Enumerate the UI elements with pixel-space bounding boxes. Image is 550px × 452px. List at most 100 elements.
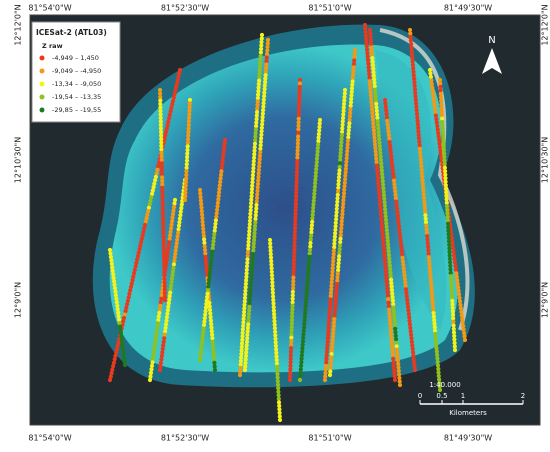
track-point xyxy=(254,110,260,115)
track-point xyxy=(238,362,243,367)
track-point xyxy=(419,167,424,172)
track-point xyxy=(292,254,297,259)
track-point xyxy=(448,267,453,272)
track-point xyxy=(209,325,214,330)
track-point xyxy=(297,92,302,97)
track-point xyxy=(395,354,400,359)
track-point xyxy=(247,225,252,230)
track-point xyxy=(437,377,442,382)
legend-swatch xyxy=(39,55,45,61)
track-point xyxy=(378,205,383,210)
track-point xyxy=(168,109,173,114)
track-point xyxy=(170,269,176,274)
track-point xyxy=(200,219,205,224)
track-point xyxy=(313,170,318,175)
track-point xyxy=(335,271,340,276)
track-point xyxy=(293,222,298,227)
track-point xyxy=(292,250,297,255)
track-point xyxy=(437,384,442,389)
track-point xyxy=(314,156,320,161)
track-point xyxy=(213,218,218,223)
track-point xyxy=(204,298,209,303)
track-point xyxy=(162,262,167,268)
track-point xyxy=(183,190,188,195)
track-point xyxy=(329,276,335,281)
track-point xyxy=(391,175,396,180)
track-point xyxy=(162,273,167,278)
track-point xyxy=(417,146,422,151)
track-point xyxy=(259,136,264,141)
track-point xyxy=(414,101,419,106)
track-point xyxy=(333,227,338,232)
track-point xyxy=(200,212,205,217)
track-point xyxy=(459,309,464,314)
track-point xyxy=(331,331,336,336)
track-point xyxy=(406,308,411,313)
track-point xyxy=(256,171,261,176)
track-point xyxy=(436,366,441,372)
track-point xyxy=(442,165,447,170)
track-point xyxy=(344,163,349,168)
track-point xyxy=(350,79,355,84)
track-point xyxy=(399,248,404,253)
track-point xyxy=(430,293,435,298)
track-point xyxy=(292,236,297,241)
track-point xyxy=(348,100,354,105)
track-point xyxy=(351,65,356,70)
track-point xyxy=(121,352,126,357)
track-point xyxy=(211,242,216,247)
track-point xyxy=(452,260,458,265)
track-point xyxy=(172,255,177,260)
track-point xyxy=(290,300,295,305)
track-point xyxy=(170,98,176,104)
track-point xyxy=(449,281,454,286)
track-point xyxy=(254,202,259,208)
track-point xyxy=(277,417,283,423)
track-point xyxy=(311,205,316,210)
track-point xyxy=(387,311,392,316)
track-point xyxy=(257,75,262,80)
track-point xyxy=(426,251,431,256)
track-point xyxy=(171,262,176,267)
track-point xyxy=(292,243,297,248)
track-point xyxy=(326,329,331,334)
track-point xyxy=(158,303,163,308)
track-point xyxy=(412,87,418,92)
track-point xyxy=(109,261,114,266)
track-point xyxy=(220,158,225,164)
track-point xyxy=(414,104,419,109)
north-label: N xyxy=(488,35,495,46)
track-point xyxy=(438,81,443,86)
track-point xyxy=(163,329,168,334)
scale-bar: 1:40.000 0 0.5 1 2 Kilometers xyxy=(418,381,525,417)
track-point xyxy=(131,274,136,279)
track-point xyxy=(409,41,414,47)
track-point xyxy=(388,273,393,279)
track-point xyxy=(111,364,116,369)
track-point xyxy=(396,365,401,370)
track-point xyxy=(111,275,116,280)
track-point xyxy=(407,315,412,320)
track-point xyxy=(255,96,260,101)
track-point xyxy=(253,131,258,136)
track-point xyxy=(288,353,293,358)
track-point xyxy=(450,309,455,314)
track-point xyxy=(293,212,298,217)
legend-swatch xyxy=(39,81,45,87)
track-point xyxy=(221,148,226,153)
track-point xyxy=(305,276,310,281)
track-point xyxy=(421,192,426,197)
track-point xyxy=(412,364,417,369)
track-point xyxy=(398,241,404,246)
track-point xyxy=(126,295,131,300)
track-point xyxy=(367,75,372,80)
track-point xyxy=(384,111,389,117)
track-point xyxy=(202,237,207,242)
track-point xyxy=(345,138,351,143)
track-point xyxy=(272,322,277,327)
track-point xyxy=(407,27,413,33)
track-point xyxy=(273,336,278,341)
track-point xyxy=(210,343,215,348)
track-point xyxy=(389,288,395,293)
track-point xyxy=(388,266,393,272)
